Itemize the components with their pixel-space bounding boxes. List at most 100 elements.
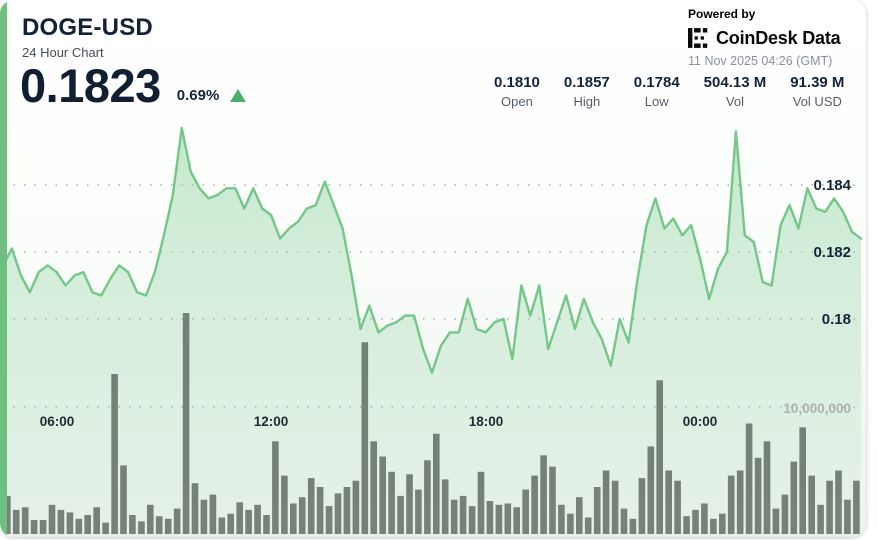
volume-bar <box>415 489 422 534</box>
volume-bar <box>200 499 208 534</box>
volume-bar <box>254 504 261 534</box>
stat-label: Open <box>501 94 533 109</box>
volume-bar <box>102 522 109 534</box>
volume-bar <box>120 465 127 534</box>
volume-bar <box>441 479 449 534</box>
volume-bar <box>30 520 38 534</box>
current-price: 0.1823 <box>20 59 161 112</box>
brand-block: Powered by CoinDesk Data 11 Nov 2025 04:… <box>688 7 841 68</box>
volume-bar <box>325 506 333 534</box>
volume-bar <box>316 487 324 534</box>
volume-bar <box>558 504 565 534</box>
volume-bar <box>245 509 252 534</box>
volume-bar <box>781 494 789 534</box>
accent-strip <box>0 0 7 537</box>
volume-bar <box>298 497 306 534</box>
volume-bar <box>531 475 538 534</box>
stat-vol-usd: 91.39 M Vol USD <box>790 74 844 109</box>
volume-bar <box>39 520 47 534</box>
stat-value: 0.1784 <box>633 74 680 91</box>
volume-bar <box>754 457 762 534</box>
volume-bar <box>629 518 637 534</box>
volume-bar <box>611 480 619 534</box>
price-row: 0.1823 0.69% <box>20 59 247 112</box>
volume-bar <box>656 380 663 534</box>
volume-bar <box>307 478 315 534</box>
volume-bar <box>227 513 234 534</box>
powered-by-label: Powered by <box>688 7 756 21</box>
volume-bar <box>710 518 717 534</box>
volume-bar <box>361 342 369 534</box>
volume-bar <box>129 515 136 534</box>
coindesk-logo-icon <box>688 28 708 48</box>
time-tick-label: 00:00 <box>683 414 718 429</box>
volume-bar <box>290 503 297 534</box>
symbol-title: DOGE-USD <box>22 14 153 41</box>
volume-bar <box>495 504 503 534</box>
volume-bar <box>182 313 190 534</box>
volume-bar <box>683 516 690 534</box>
volume-bar <box>727 475 735 534</box>
stat-label: High <box>573 94 601 109</box>
volume-bar <box>799 427 806 534</box>
timestamp: 11 Nov 2025 04:26 (GMT) <box>688 54 833 68</box>
volume-bar <box>379 456 386 534</box>
time-tick-label: 12:00 <box>254 414 289 429</box>
coindesk-logo[interactable]: CoinDesk Data <box>688 27 841 49</box>
volume-bar <box>513 507 520 534</box>
volume-bar <box>826 480 833 534</box>
volume-bar <box>450 499 458 534</box>
stat-value: 504.13 M <box>703 74 767 91</box>
volume-bar <box>84 515 91 534</box>
volume-bar <box>173 508 181 534</box>
volume-bar <box>817 504 824 534</box>
stat-vol: 504.13 M Vol <box>704 74 767 109</box>
volume-bar <box>236 502 243 535</box>
volume-bar <box>406 474 413 534</box>
volume-bar <box>835 470 842 534</box>
volume-bar <box>790 461 798 534</box>
change-indicator: 0.69% <box>177 87 247 104</box>
volume-bar <box>155 516 163 534</box>
stat-label: Vol <box>725 94 744 109</box>
stat-value: 0.1810 <box>494 74 540 91</box>
volume-bar <box>674 480 681 534</box>
volume-bar <box>272 441 279 534</box>
stat-value: 91.39 M <box>790 74 845 91</box>
volume-bar <box>4 495 11 534</box>
volume-bar <box>397 495 404 534</box>
volume-bar <box>584 517 592 534</box>
volume-axis-label: 10,000,000 <box>783 401 851 416</box>
volume-bar <box>745 423 753 534</box>
time-tick-label: 18:00 <box>469 414 504 429</box>
volume-bar <box>701 503 708 534</box>
volume-bar <box>504 503 512 534</box>
stats-row: 0.1810 Open 0.1857 High 0.1784 Low 504.13 M Vol… <box>494 74 844 109</box>
volume-bar <box>343 487 351 534</box>
stat-high: 0.1857 High <box>564 74 610 109</box>
volume-bar <box>763 441 771 534</box>
volume-bar <box>540 455 547 534</box>
header: DOGE-USD 24 Hour Chart <box>22 14 153 60</box>
chart-subtitle: 24 Hour Chart <box>22 45 104 60</box>
volume-bar <box>853 480 860 534</box>
volume-bar <box>191 483 199 534</box>
change-percent: 0.69% <box>176 87 220 104</box>
volume-bar <box>66 512 74 534</box>
volume-bar <box>736 470 744 534</box>
volume-bar <box>147 504 154 534</box>
volume-bar <box>468 506 476 534</box>
volume-bar <box>522 489 529 534</box>
stat-label: Low <box>644 94 669 109</box>
price-line <box>1 126 863 374</box>
volume-bar <box>772 508 780 534</box>
volume-bar <box>218 517 226 534</box>
volume-bar <box>808 475 815 534</box>
volume-bar <box>75 518 83 534</box>
volume-bar <box>593 487 601 534</box>
volume-bar <box>638 478 646 534</box>
volume-bar <box>263 515 270 534</box>
volume-bar <box>602 470 610 534</box>
